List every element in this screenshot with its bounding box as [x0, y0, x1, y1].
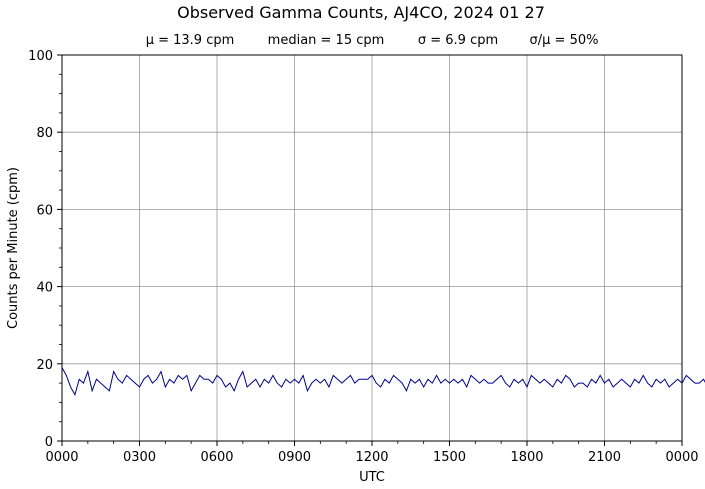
stat-mean: μ = 13.9 cpm — [146, 33, 235, 48]
x-axis-label: UTC — [359, 470, 385, 485]
x-tick-label: 0900 — [278, 450, 311, 465]
x-tick-label: 2100 — [588, 450, 621, 465]
y-tick-label: 100 — [28, 49, 53, 64]
y-tick-label: 60 — [36, 203, 53, 218]
y-axis-label: Counts per Minute (cpm) — [6, 167, 21, 329]
x-tick-label: 0600 — [200, 450, 233, 465]
chart-title: Observed Gamma Counts, AJ4CO, 2024 01 27 — [177, 3, 545, 22]
axis-ticks: 0000 0300 0600 0900 1200 1500 1800 2100 00000204… — [28, 49, 698, 465]
x-tick-label: 1800 — [510, 450, 543, 465]
stat-ratio: σ/μ = 50% — [530, 33, 599, 48]
stat-sigma: σ = 6.9 cpm — [418, 33, 498, 48]
x-tick-label: 0000 — [45, 450, 78, 465]
y-tick-label: 0 — [45, 435, 53, 450]
x-tick-label: 0300 — [123, 450, 156, 465]
series-line — [61, 367, 705, 396]
x-tick-label: 0000 — [665, 450, 698, 465]
y-tick-label: 20 — [36, 358, 53, 373]
stat-median: median = 15 cpm — [268, 33, 385, 48]
x-tick-label: 1200 — [355, 450, 388, 465]
y-tick-label: 80 — [36, 126, 53, 141]
y-tick-label: 40 — [36, 281, 53, 296]
x-tick-label: 1500 — [433, 450, 466, 465]
data-series — [61, 367, 705, 396]
gridlines — [61, 54, 683, 442]
